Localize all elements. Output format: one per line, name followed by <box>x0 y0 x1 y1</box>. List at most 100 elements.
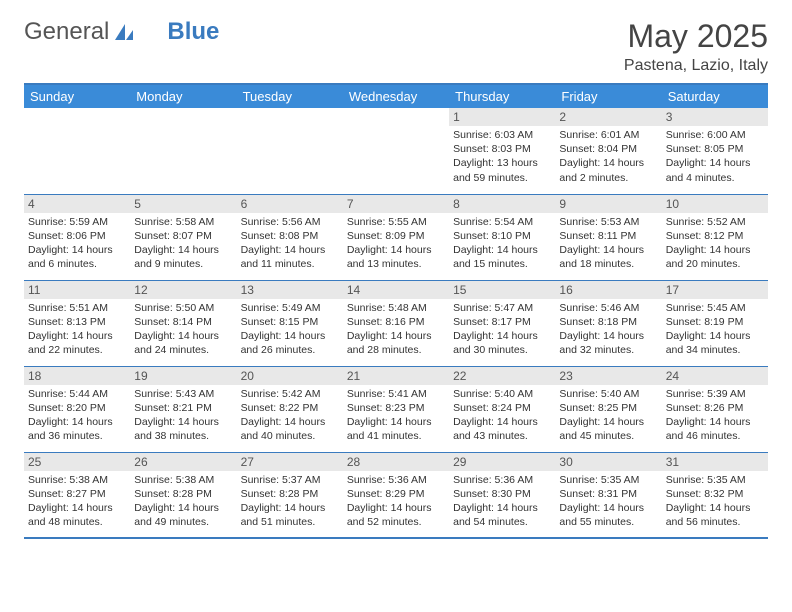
day-number: 6 <box>237 195 343 213</box>
calendar-cell: 14Sunrise: 5:48 AMSunset: 8:16 PMDayligh… <box>343 280 449 366</box>
day-number: 1 <box>449 108 555 126</box>
day-number: 21 <box>343 367 449 385</box>
day-info: Sunrise: 5:37 AMSunset: 8:28 PMDaylight:… <box>237 471 343 532</box>
day-number: 23 <box>555 367 661 385</box>
day-info: Sunrise: 5:54 AMSunset: 8:10 PMDaylight:… <box>449 213 555 274</box>
title-block: May 2025 Pastena, Lazio, Italy <box>624 18 768 75</box>
day-info: Sunrise: 5:43 AMSunset: 8:21 PMDaylight:… <box>130 385 236 446</box>
calendar-cell: 11Sunrise: 5:51 AMSunset: 8:13 PMDayligh… <box>24 280 130 366</box>
weekday-header: Wednesday <box>343 84 449 108</box>
calendar-cell: 13Sunrise: 5:49 AMSunset: 8:15 PMDayligh… <box>237 280 343 366</box>
day-number: 30 <box>555 453 661 471</box>
day-info: Sunrise: 5:36 AMSunset: 8:29 PMDaylight:… <box>343 471 449 532</box>
calendar-cell: 31Sunrise: 5:35 AMSunset: 8:32 PMDayligh… <box>662 452 768 538</box>
day-number: 2 <box>555 108 661 126</box>
calendar-cell: 17Sunrise: 5:45 AMSunset: 8:19 PMDayligh… <box>662 280 768 366</box>
calendar-cell <box>237 108 343 194</box>
day-number: 11 <box>24 281 130 299</box>
day-number: 14 <box>343 281 449 299</box>
calendar-cell: 20Sunrise: 5:42 AMSunset: 8:22 PMDayligh… <box>237 366 343 452</box>
day-number: 28 <box>343 453 449 471</box>
calendar-cell: 8Sunrise: 5:54 AMSunset: 8:10 PMDaylight… <box>449 194 555 280</box>
day-info: Sunrise: 5:55 AMSunset: 8:09 PMDaylight:… <box>343 213 449 274</box>
calendar-cell: 9Sunrise: 5:53 AMSunset: 8:11 PMDaylight… <box>555 194 661 280</box>
calendar-cell: 16Sunrise: 5:46 AMSunset: 8:18 PMDayligh… <box>555 280 661 366</box>
day-number: 17 <box>662 281 768 299</box>
day-info: Sunrise: 5:53 AMSunset: 8:11 PMDaylight:… <box>555 213 661 274</box>
logo-part1: General <box>24 18 109 46</box>
day-number: 7 <box>343 195 449 213</box>
day-number: 27 <box>237 453 343 471</box>
day-number: 22 <box>449 367 555 385</box>
calendar-row: 18Sunrise: 5:44 AMSunset: 8:20 PMDayligh… <box>24 366 768 452</box>
day-info: Sunrise: 5:59 AMSunset: 8:06 PMDaylight:… <box>24 213 130 274</box>
weekday-header: Saturday <box>662 84 768 108</box>
day-info: Sunrise: 5:39 AMSunset: 8:26 PMDaylight:… <box>662 385 768 446</box>
weekday-header: Thursday <box>449 84 555 108</box>
calendar-cell: 6Sunrise: 5:56 AMSunset: 8:08 PMDaylight… <box>237 194 343 280</box>
calendar-cell: 27Sunrise: 5:37 AMSunset: 8:28 PMDayligh… <box>237 452 343 538</box>
calendar-row: 11Sunrise: 5:51 AMSunset: 8:13 PMDayligh… <box>24 280 768 366</box>
day-number: 25 <box>24 453 130 471</box>
day-number: 24 <box>662 367 768 385</box>
calendar-cell: 5Sunrise: 5:58 AMSunset: 8:07 PMDaylight… <box>130 194 236 280</box>
day-info: Sunrise: 5:45 AMSunset: 8:19 PMDaylight:… <box>662 299 768 360</box>
weekday-header: Monday <box>130 84 236 108</box>
day-number: 12 <box>130 281 236 299</box>
day-number: 29 <box>449 453 555 471</box>
weekday-header: Tuesday <box>237 84 343 108</box>
day-info: Sunrise: 5:38 AMSunset: 8:28 PMDaylight:… <box>130 471 236 532</box>
day-info: Sunrise: 5:46 AMSunset: 8:18 PMDaylight:… <box>555 299 661 360</box>
day-info: Sunrise: 5:48 AMSunset: 8:16 PMDaylight:… <box>343 299 449 360</box>
day-info: Sunrise: 5:42 AMSunset: 8:22 PMDaylight:… <box>237 385 343 446</box>
day-info: Sunrise: 5:40 AMSunset: 8:24 PMDaylight:… <box>449 385 555 446</box>
calendar-cell: 29Sunrise: 5:36 AMSunset: 8:30 PMDayligh… <box>449 452 555 538</box>
calendar-cell: 26Sunrise: 5:38 AMSunset: 8:28 PMDayligh… <box>130 452 236 538</box>
day-info: Sunrise: 5:36 AMSunset: 8:30 PMDaylight:… <box>449 471 555 532</box>
day-info: Sunrise: 5:40 AMSunset: 8:25 PMDaylight:… <box>555 385 661 446</box>
calendar-cell: 25Sunrise: 5:38 AMSunset: 8:27 PMDayligh… <box>24 452 130 538</box>
day-number: 13 <box>237 281 343 299</box>
calendar-cell: 23Sunrise: 5:40 AMSunset: 8:25 PMDayligh… <box>555 366 661 452</box>
calendar-row: 25Sunrise: 5:38 AMSunset: 8:27 PMDayligh… <box>24 452 768 538</box>
day-info: Sunrise: 6:01 AMSunset: 8:04 PMDaylight:… <box>555 126 661 187</box>
calendar-cell: 15Sunrise: 5:47 AMSunset: 8:17 PMDayligh… <box>449 280 555 366</box>
calendar-cell <box>130 108 236 194</box>
weekday-header-row: SundayMondayTuesdayWednesdayThursdayFrid… <box>24 84 768 108</box>
day-number: 9 <box>555 195 661 213</box>
day-number: 5 <box>130 195 236 213</box>
day-number: 20 <box>237 367 343 385</box>
day-info: Sunrise: 5:47 AMSunset: 8:17 PMDaylight:… <box>449 299 555 360</box>
day-number: 16 <box>555 281 661 299</box>
calendar-cell: 12Sunrise: 5:50 AMSunset: 8:14 PMDayligh… <box>130 280 236 366</box>
calendar-cell: 4Sunrise: 5:59 AMSunset: 8:06 PMDaylight… <box>24 194 130 280</box>
calendar-row: 1Sunrise: 6:03 AMSunset: 8:03 PMDaylight… <box>24 108 768 194</box>
logo-part2: Blue <box>167 18 219 46</box>
day-info: Sunrise: 5:52 AMSunset: 8:12 PMDaylight:… <box>662 213 768 274</box>
day-number: 8 <box>449 195 555 213</box>
logo: General Blue <box>24 18 219 46</box>
calendar-cell: 18Sunrise: 5:44 AMSunset: 8:20 PMDayligh… <box>24 366 130 452</box>
day-number: 18 <box>24 367 130 385</box>
calendar-cell <box>343 108 449 194</box>
day-info: Sunrise: 5:49 AMSunset: 8:15 PMDaylight:… <box>237 299 343 360</box>
calendar-cell: 21Sunrise: 5:41 AMSunset: 8:23 PMDayligh… <box>343 366 449 452</box>
calendar-cell: 2Sunrise: 6:01 AMSunset: 8:04 PMDaylight… <box>555 108 661 194</box>
page-title: May 2025 <box>624 18 768 55</box>
calendar-table: SundayMondayTuesdayWednesdayThursdayFrid… <box>24 83 768 539</box>
day-number: 15 <box>449 281 555 299</box>
calendar-cell: 28Sunrise: 5:36 AMSunset: 8:29 PMDayligh… <box>343 452 449 538</box>
calendar-cell: 1Sunrise: 6:03 AMSunset: 8:03 PMDaylight… <box>449 108 555 194</box>
calendar-cell: 3Sunrise: 6:00 AMSunset: 8:05 PMDaylight… <box>662 108 768 194</box>
calendar-cell: 22Sunrise: 5:40 AMSunset: 8:24 PMDayligh… <box>449 366 555 452</box>
day-number: 4 <box>24 195 130 213</box>
day-info: Sunrise: 5:44 AMSunset: 8:20 PMDaylight:… <box>24 385 130 446</box>
calendar-cell: 24Sunrise: 5:39 AMSunset: 8:26 PMDayligh… <box>662 366 768 452</box>
location: Pastena, Lazio, Italy <box>624 57 768 75</box>
day-number: 3 <box>662 108 768 126</box>
day-info: Sunrise: 5:35 AMSunset: 8:32 PMDaylight:… <box>662 471 768 532</box>
day-info: Sunrise: 5:58 AMSunset: 8:07 PMDaylight:… <box>130 213 236 274</box>
day-number: 19 <box>130 367 236 385</box>
day-info: Sunrise: 6:03 AMSunset: 8:03 PMDaylight:… <box>449 126 555 187</box>
calendar-cell: 7Sunrise: 5:55 AMSunset: 8:09 PMDaylight… <box>343 194 449 280</box>
